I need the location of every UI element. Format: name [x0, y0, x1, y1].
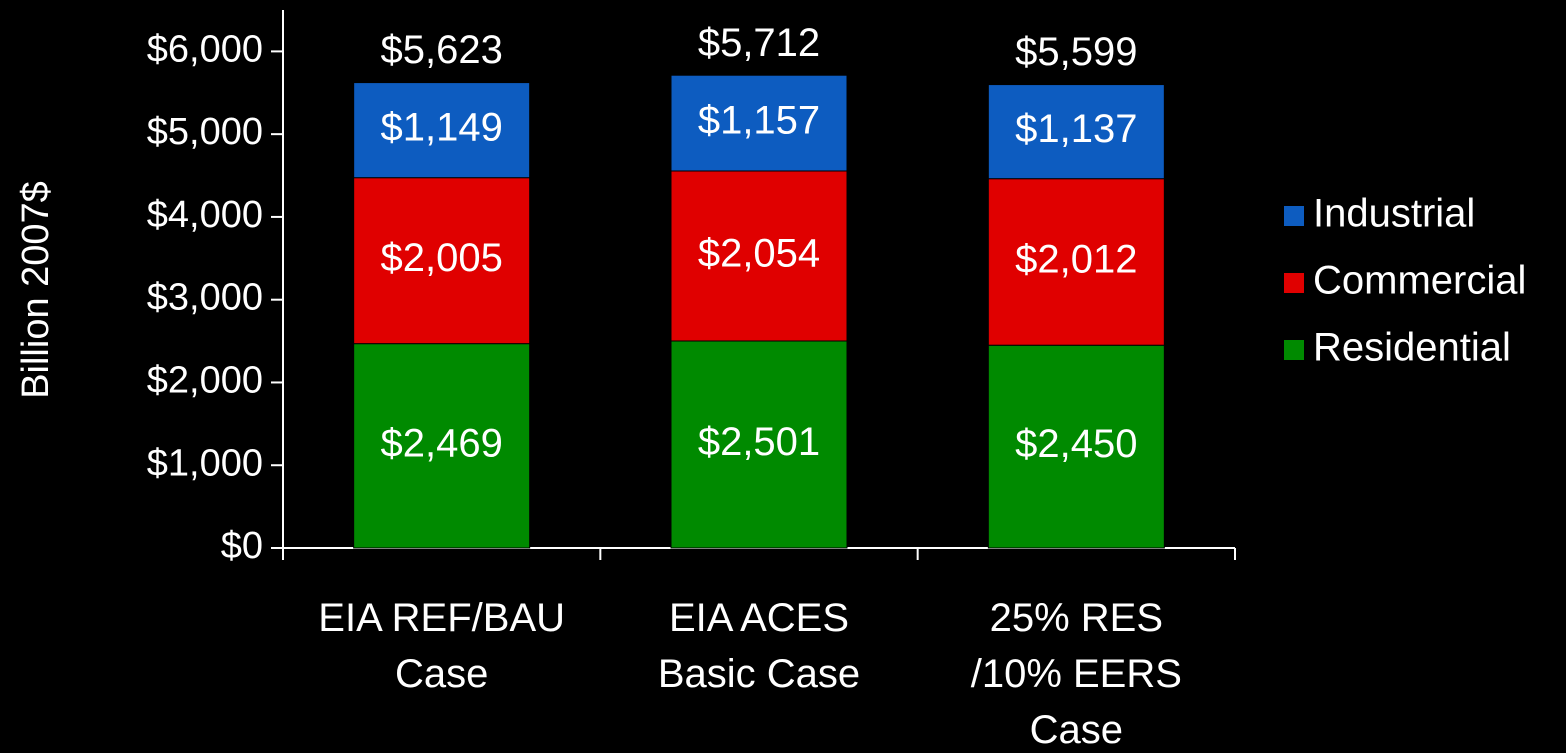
- legend-swatch: [1284, 273, 1304, 293]
- y-tick-label: $3,000: [147, 277, 263, 319]
- bar-segment: [353, 343, 531, 549]
- x-tick-label-line: Case: [395, 652, 488, 696]
- y-tick-label: $6,000: [147, 28, 263, 70]
- x-tick-label: EIA ACES Basic Case: [658, 596, 860, 696]
- legend-label: Residential: [1313, 326, 1511, 370]
- value-label: $2,450: [1015, 422, 1137, 466]
- bar-segment: [670, 170, 848, 342]
- x-tick-label-line: Case: [1030, 708, 1123, 752]
- x-tick-label: EIA REF/BAU Case: [318, 596, 565, 696]
- y-axis-label: Billion 2007$: [15, 181, 57, 399]
- legend-label: Industrial: [1313, 192, 1475, 236]
- total-label: $5,712: [698, 21, 820, 65]
- value-label: $2,501: [698, 420, 820, 464]
- y-tick-label: $4,000: [147, 194, 263, 236]
- y-tick-label: $0: [221, 525, 263, 567]
- y-tick-label: $1,000: [147, 442, 263, 484]
- value-label: $2,054: [698, 232, 820, 276]
- value-label: $1,149: [380, 106, 502, 150]
- value-label: $1,137: [1015, 107, 1137, 151]
- bar-segment: [353, 82, 531, 179]
- bar-segment: [987, 178, 1165, 346]
- bar-segment: [987, 84, 1165, 180]
- bar-segment: [670, 74, 848, 172]
- legend-label: Commercial: [1313, 259, 1526, 303]
- value-label: $1,157: [698, 99, 820, 143]
- bar-segment: [987, 344, 1165, 549]
- x-tick-label-line: 25% RES: [990, 596, 1163, 640]
- bar-segment: [353, 177, 531, 345]
- y-tick-label: $2,000: [147, 359, 263, 401]
- x-tick-label: 25% RES/10% EERS Case: [971, 596, 1182, 752]
- value-label: $2,012: [1015, 238, 1137, 282]
- total-label: $5,623: [380, 28, 502, 72]
- legend-swatch: [1284, 206, 1304, 226]
- x-tick-label-line: Basic Case: [658, 652, 860, 696]
- x-tick-label-line: EIA REF/BAU: [318, 596, 565, 640]
- legend-swatch: [1284, 340, 1304, 360]
- y-tick-label: $5,000: [147, 111, 263, 153]
- total-label: $5,599: [1015, 30, 1137, 74]
- value-label: $2,469: [380, 421, 502, 465]
- x-tick-label-line: /10% EERS: [971, 652, 1182, 696]
- x-tick-label-line: EIA ACES: [669, 596, 849, 640]
- value-label: $2,005: [380, 236, 502, 280]
